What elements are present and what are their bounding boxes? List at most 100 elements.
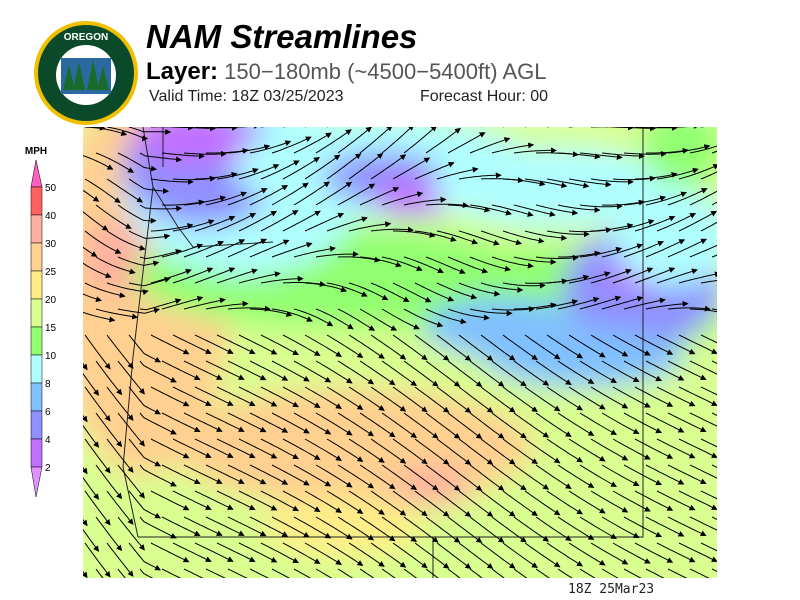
colorbar-swatch (30, 382, 43, 412)
streamline (480, 282, 524, 293)
streamline (546, 386, 584, 411)
streamline (513, 412, 550, 438)
streamline (370, 386, 407, 412)
streamline (348, 542, 385, 567)
streamline (546, 230, 590, 238)
streamline (238, 542, 278, 563)
streamline (623, 568, 642, 578)
streamline (535, 360, 572, 385)
streamline (194, 215, 236, 232)
streamline (172, 127, 216, 132)
streamline (348, 334, 385, 359)
streamline (139, 516, 177, 539)
streamline (700, 279, 717, 284)
streamline (513, 302, 557, 310)
streamline (95, 360, 123, 396)
streamline (139, 248, 182, 260)
streamline (337, 183, 376, 206)
streamline (172, 490, 212, 510)
streamline (249, 239, 290, 258)
streamline (337, 516, 375, 541)
streamline (205, 516, 245, 536)
streamline (436, 542, 472, 569)
streamline (381, 516, 418, 542)
streamline (326, 490, 364, 514)
streamline (359, 568, 375, 578)
streamline (469, 568, 483, 578)
streamline (370, 490, 407, 516)
streamline (447, 308, 490, 321)
streamline (601, 243, 644, 258)
streamline (128, 276, 171, 287)
streamline (568, 386, 606, 410)
streamline (546, 542, 584, 567)
streamline (95, 204, 132, 229)
streamline (425, 412, 461, 439)
colorbar-swatch (30, 326, 43, 356)
streamline (425, 256, 466, 274)
streamline (150, 490, 190, 511)
streamline (95, 412, 123, 448)
streamline (95, 308, 139, 320)
streamline (227, 188, 268, 206)
streamline (84, 230, 122, 254)
streamline (83, 528, 100, 552)
oregon-department-of-forestry-logo: OREGON (34, 21, 138, 125)
streamline (117, 360, 145, 395)
streamline (414, 438, 450, 465)
streamline (216, 542, 256, 563)
streamline (414, 161, 455, 180)
streamline (458, 334, 494, 361)
streamline (194, 490, 234, 510)
streamline (194, 334, 234, 354)
streamline (106, 438, 134, 473)
streamline (95, 152, 135, 173)
streamline (83, 311, 116, 323)
streamline (249, 464, 289, 485)
streamline (568, 178, 612, 188)
streamline (612, 334, 651, 356)
streamline (436, 386, 472, 413)
streamline (458, 282, 501, 297)
streamline (601, 516, 640, 538)
streamline (678, 438, 717, 458)
streamline (656, 438, 696, 459)
colorbar-swatch (30, 354, 43, 384)
streamline (106, 178, 144, 203)
streamline (271, 242, 313, 258)
streamline (480, 230, 523, 246)
streamline (172, 334, 212, 354)
streamline (117, 516, 145, 551)
streamline (535, 412, 572, 437)
streamline (304, 212, 345, 232)
state-border (122, 127, 154, 538)
streamline (370, 226, 414, 233)
streamline (524, 542, 561, 568)
streamline (480, 334, 516, 361)
streamline (348, 490, 385, 515)
streamline (491, 516, 527, 543)
streamline (700, 171, 717, 180)
streamline (546, 334, 584, 359)
streamline (216, 213, 257, 232)
streamline (337, 127, 372, 154)
streamline (117, 204, 157, 224)
streamline (469, 204, 512, 216)
streamline (260, 275, 304, 284)
streamline (370, 282, 410, 302)
streamline (491, 412, 527, 439)
streamline (249, 568, 269, 578)
wind-speed-fill (263, 497, 423, 557)
streamline (150, 268, 192, 284)
streamline (469, 360, 505, 387)
streamline (447, 204, 491, 213)
streamline (194, 127, 238, 131)
streamline (689, 145, 717, 154)
streamline (183, 412, 223, 432)
streamline (546, 438, 584, 463)
wind-speed-fill (483, 327, 683, 387)
streamline (293, 181, 331, 206)
streamline (183, 240, 225, 258)
streamline (502, 230, 545, 244)
streamline (205, 300, 249, 310)
